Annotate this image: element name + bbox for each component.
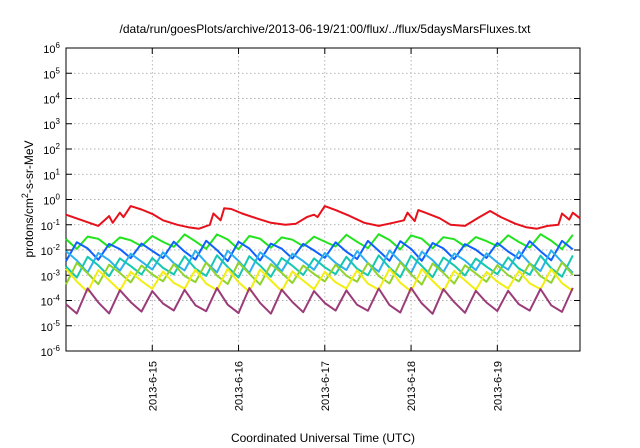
- x-tick-labels: 2013-6-15 2013-6-16 2013-6-17 2013-6-18 2013…: [147, 361, 504, 411]
- y-tick-label: 10-2: [41, 243, 61, 258]
- series-line-3: [65, 239, 574, 263]
- x-tick-label: 2013-6-17: [320, 361, 332, 411]
- axis-ticks: [66, 47, 580, 352]
- series-line-4: [65, 249, 574, 274]
- y-axis-label-rest: -s-sr-MeV: [22, 140, 36, 193]
- chart-title: /data/run/goesPlots/archive/2013-06-19/2…: [120, 22, 532, 36]
- x-tick-label: 2013-6-18: [406, 361, 418, 411]
- y-tick-labels: 10-6 10-5 10-4 10-3 10-2 10-1 100 101 102 103 104 1…: [41, 41, 61, 359]
- series-line-5: [65, 254, 574, 279]
- y-tick-label: 102: [43, 142, 60, 157]
- y-tick-label: 10-5: [41, 319, 61, 334]
- y-tick-label: 105: [43, 66, 60, 81]
- grid: [66, 48, 580, 351]
- y-tick-label: 100: [43, 193, 60, 208]
- y-tick-label: 10-1: [41, 218, 61, 233]
- x-axis-label: Coordinated Universal Time (UTC): [231, 431, 415, 445]
- y-tick-label: 106: [43, 41, 60, 56]
- y-tick-label: 104: [43, 92, 60, 107]
- y-tick-label: 101: [43, 167, 60, 182]
- y-tick-label: 103: [43, 117, 60, 132]
- series-group: [65, 205, 581, 315]
- y-tick-label: 10-6: [41, 344, 61, 359]
- series-line-1: [65, 205, 581, 230]
- x-tick-label: 2013-6-15: [147, 361, 159, 411]
- series-line-8: [65, 286, 574, 315]
- y-tick-label: 10-4: [41, 294, 61, 309]
- y-axis-label-superscript: 2: [20, 193, 30, 198]
- series-line-2: [65, 233, 574, 251]
- y-axis-label-unit: protons/cm: [22, 198, 36, 257]
- x-tick-label: 2013-6-16: [234, 361, 246, 411]
- y-tick-label: 10-3: [41, 268, 61, 283]
- series-line-6: [65, 261, 574, 286]
- y-axis-label: protons/cm2-s-sr-MeV: [20, 140, 36, 257]
- series-line-7: [65, 267, 574, 293]
- x-tick-label: 2013-6-19: [492, 361, 504, 411]
